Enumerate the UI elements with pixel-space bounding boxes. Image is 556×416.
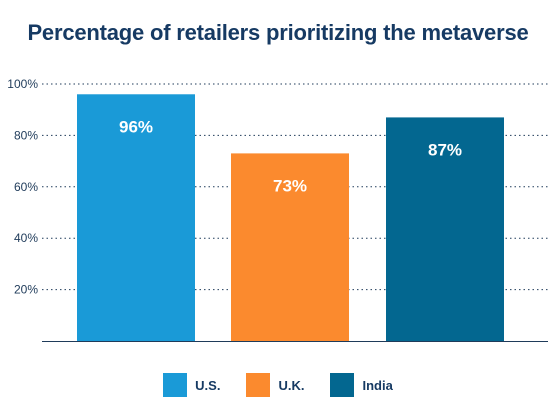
legend-item-us: U.S.: [163, 373, 220, 397]
y-tick-label: 20%: [14, 283, 38, 297]
legend-label-india: India: [362, 377, 393, 393]
legend-item-india: India: [330, 373, 393, 397]
bars-layer: [77, 94, 504, 341]
y-tick-label: 60%: [14, 180, 38, 194]
y-tick-label: 100%: [7, 77, 38, 91]
legend: U.S. U.K. India: [0, 373, 556, 397]
bar-us: [77, 94, 195, 341]
bar-india: [386, 117, 504, 341]
y-tick-label: 80%: [14, 128, 38, 142]
legend-swatch-us: [163, 373, 188, 397]
data-label-uk: 73%: [273, 176, 307, 195]
chart-title: Percentage of retailers prioritizing the…: [27, 20, 529, 45]
data-label-us: 96%: [119, 117, 153, 136]
data-label-india: 87%: [428, 140, 462, 159]
legend-label-uk: U.K.: [278, 377, 305, 393]
data-labels-layer: 96% 73% 87%: [119, 117, 462, 195]
y-tick-label: 40%: [14, 231, 38, 245]
legend-item-uk: U.K.: [246, 373, 304, 397]
legend-swatch-india: [330, 373, 355, 397]
legend-swatch-uk: [246, 373, 271, 397]
legend-label-us: U.S.: [195, 377, 221, 393]
bar-uk: [231, 153, 349, 341]
